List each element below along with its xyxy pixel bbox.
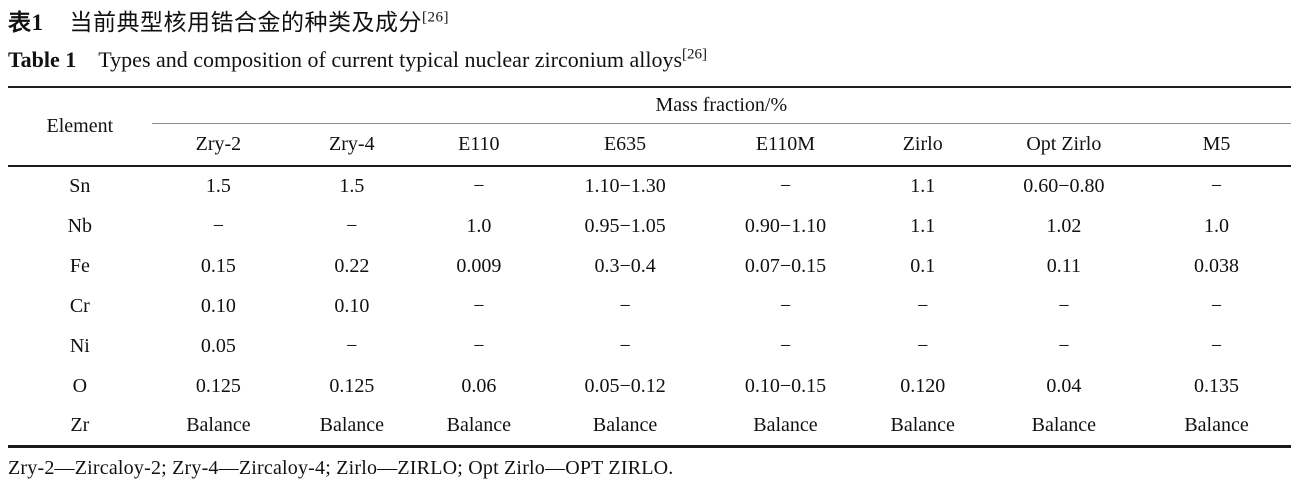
value-cell: Balance (539, 406, 712, 448)
value-cell: − (1210, 294, 1223, 317)
value-cell: 0.10−0.15 (744, 374, 827, 397)
table-title-chinese: 表1 当前典型核用锆合金的种类及成分[26] (8, 8, 1291, 38)
table-caption-en: Types and composition of current typical… (98, 46, 683, 72)
value-cell: 0.06 (461, 374, 497, 397)
value-cell: 0.125 (329, 374, 375, 397)
value-cell: 0.1 (910, 254, 936, 277)
value-cell: 1.5 (339, 175, 365, 198)
table-row: Ni 0.05 − − − − − − − (8, 326, 1291, 366)
value-cell: 0.125 (195, 374, 241, 397)
value-cell: − (619, 334, 631, 357)
table-row: Nb − − 1.0 0.95−1.05 0.90−1.10 1.1 1.02 … (8, 206, 1291, 246)
value-cell: − (779, 294, 792, 317)
table-row: Sn 1.5 1.5 − 1.10−1.30 − 1.1 0.60−0.80 − (8, 166, 1291, 206)
column-header-zry4: Zry-4 (285, 123, 419, 168)
value-cell: 0.60−0.80 (1023, 175, 1105, 198)
value-cell: − (779, 334, 792, 357)
value-cell: − (779, 175, 792, 198)
column-header-m5: M5 (1142, 123, 1291, 168)
table-row: Cr 0.10 0.10 − − − − − − (8, 286, 1291, 326)
column-header-e635: E635 (539, 123, 712, 168)
element-cell: Nb (67, 214, 93, 237)
column-header-opt-zirlo: Opt Zirlo (985, 123, 1143, 168)
value-cell: − (473, 175, 485, 198)
value-cell: Balance (985, 406, 1143, 448)
value-cell: − (1058, 334, 1070, 357)
value-cell: Balance (151, 406, 286, 448)
group-header-row: Element Mass fraction/% (8, 87, 1291, 168)
value-cell: 0.05 (200, 334, 236, 357)
column-header-e110m: E110M (711, 123, 860, 168)
value-cell: − (212, 214, 225, 237)
table-row: O 0.125 0.125 0.06 0.05−0.12 0.10−0.15 0… (8, 366, 1291, 406)
value-cell: 1.10−1.30 (584, 175, 666, 198)
column-header-zry2: Zry-2 (151, 123, 286, 168)
value-cell: 0.07−0.15 (744, 254, 827, 277)
value-cell: 1.1 (910, 175, 936, 198)
table-row: Fe 0.15 0.22 0.009 0.3−0.4 0.07−0.15 0.1… (8, 246, 1291, 286)
element-cell: Ni (69, 334, 90, 357)
value-cell: − (346, 334, 358, 357)
table-caption-cn: 当前典型核用锆合金的种类及成分 (69, 10, 422, 35)
value-cell: 0.3−0.4 (594, 254, 656, 277)
value-cell: 1.0 (1204, 214, 1230, 237)
value-cell: − (1210, 175, 1223, 198)
element-column-header: Element (8, 87, 152, 168)
value-cell: Balance (1142, 406, 1291, 448)
value-cell: 1.0 (466, 214, 492, 237)
value-cell: 0.10 (200, 294, 236, 317)
table-title-english: Table 1 Types and composition of current … (8, 46, 1291, 75)
value-cell: Balance (418, 406, 540, 448)
value-cell: 0.120 (900, 374, 946, 397)
alloy-header-row: Zry-2 Zry-4 E110 E635 E110M Zirlo Opt Zi… (8, 123, 1291, 168)
element-cell: Zr (8, 406, 152, 448)
value-cell: − (346, 214, 358, 237)
value-cell: 0.90−1.10 (744, 214, 827, 237)
table-number-en: Table 1 (8, 46, 77, 72)
value-cell: − (1058, 294, 1070, 317)
value-cell: 0.22 (334, 254, 370, 277)
alloy-composition-table: Element Mass fraction/% Zry-2 Zry-4 E110… (8, 86, 1291, 448)
citation-ref-en: [26] (682, 46, 708, 63)
table-header: Element Mass fraction/% Zry-2 Zry-4 E110… (8, 87, 1291, 168)
value-cell: − (917, 334, 929, 357)
value-cell: 0.95−1.05 (584, 214, 666, 237)
citation-ref-cn: [26] (422, 9, 449, 26)
value-cell: 1.5 (205, 175, 231, 198)
value-cell: − (619, 294, 631, 317)
element-cell: Sn (69, 175, 91, 198)
element-cell: Fe (69, 254, 90, 277)
value-cell: − (473, 294, 485, 317)
table-footnote: Zry-2—Zircaloy-2; Zry-4—Zircaloy-4; Zirl… (8, 456, 674, 479)
value-cell: − (473, 334, 485, 357)
value-cell: 0.11 (1046, 254, 1081, 277)
value-cell: 0.009 (456, 254, 502, 277)
value-cell: 0.15 (200, 254, 236, 277)
mass-fraction-group-header: Mass fraction/% (151, 87, 1291, 124)
value-cell: Balance (285, 406, 419, 448)
element-cell: Cr (69, 294, 90, 317)
value-cell: 1.02 (1046, 214, 1082, 237)
table-row: Zr Balance Balance Balance Balance Balan… (8, 406, 1291, 448)
value-cell: 0.135 (1194, 374, 1240, 397)
element-cell: O (72, 374, 88, 397)
value-cell: 1.1 (910, 214, 936, 237)
table-number-cn: 表1 (8, 10, 44, 35)
value-cell: 0.10 (334, 294, 370, 317)
column-header-zirlo: Zirlo (859, 123, 986, 168)
table-body: Sn 1.5 1.5 − 1.10−1.30 − 1.1 0.60−0.80 −… (8, 166, 1291, 448)
value-cell: Balance (859, 406, 986, 448)
value-cell: 0.05−0.12 (584, 374, 666, 397)
column-header-e110: E110 (418, 123, 540, 168)
value-cell: 0.04 (1046, 374, 1082, 397)
value-cell: 0.038 (1194, 254, 1240, 277)
value-cell: Balance (711, 406, 860, 448)
value-cell: − (917, 294, 929, 317)
value-cell: − (1210, 334, 1223, 357)
